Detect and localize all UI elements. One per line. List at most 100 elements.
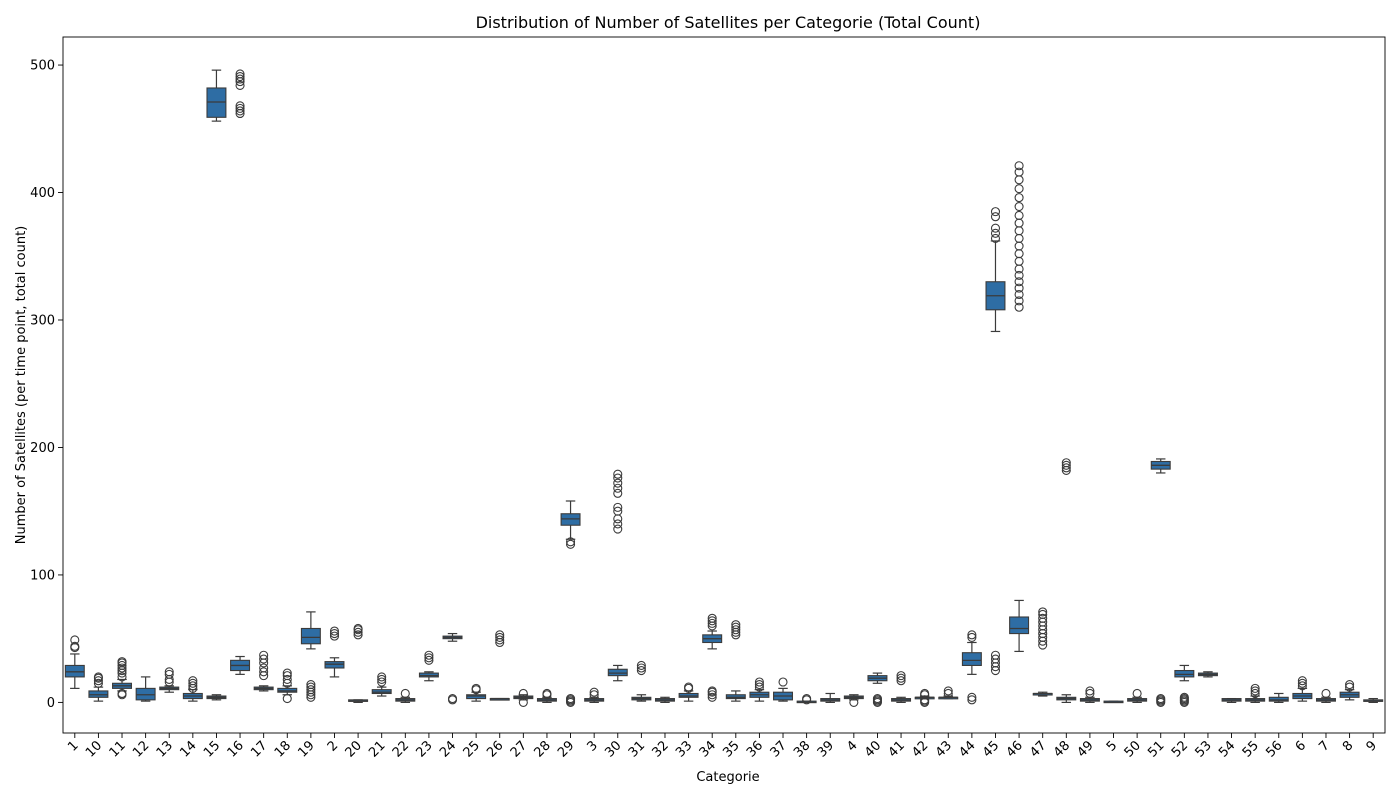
box-group [64, 635, 85, 689]
outlier-point [117, 672, 127, 682]
outlier-point [353, 623, 363, 634]
outlier-point [566, 694, 576, 704]
outlier-point [1085, 688, 1095, 699]
outlier-point [920, 695, 930, 705]
outlier-point [1038, 613, 1048, 623]
outlier-point [990, 212, 1001, 222]
box-group [725, 620, 746, 702]
outlier-point [707, 692, 717, 702]
outlier-point [990, 207, 1001, 217]
outlier-point [235, 69, 245, 79]
x-tick-label: 51 [1145, 738, 1167, 760]
outlier-point [1014, 270, 1024, 280]
x-tick-label: 49 [1074, 738, 1096, 760]
outlier-point [235, 106, 245, 116]
x-tick-label: 42 [909, 738, 931, 760]
outlier-point [1014, 249, 1024, 259]
box-group [182, 676, 203, 702]
outlier-point [542, 688, 552, 699]
x-tick-label: 45 [980, 738, 1002, 760]
outlier-point [967, 692, 977, 702]
outlier-point [353, 630, 363, 640]
x-tick-label: 38 [791, 738, 813, 760]
outlier-point [731, 620, 741, 630]
outlier-point [589, 687, 599, 697]
box-group [230, 655, 251, 675]
x-tick-label: 50 [1122, 738, 1144, 760]
x-axis-title: Categorie [696, 770, 759, 785]
outlier-point [896, 676, 906, 686]
x-tick-label: 34 [697, 738, 719, 760]
outlier-point [235, 103, 245, 113]
box-group [1197, 671, 1218, 678]
outlier-point [636, 665, 646, 676]
outlier-point [943, 688, 953, 699]
outlier-point [188, 676, 198, 686]
x-tick-label: 24 [437, 738, 459, 760]
box-group [206, 694, 227, 701]
outlier-point [377, 674, 387, 685]
box-group [418, 650, 439, 682]
box-group [1103, 700, 1124, 704]
outlier-point [188, 681, 198, 691]
outlier-point [1061, 458, 1071, 468]
x-tick-label: 44 [956, 738, 978, 760]
y-tick-label: 200 [30, 441, 55, 456]
box-group [749, 677, 770, 702]
outlier-point [613, 514, 623, 524]
box-group [773, 677, 794, 702]
outlier-point [778, 677, 788, 687]
outlier-point [282, 694, 292, 704]
box-group [607, 469, 628, 682]
outlier-point [1014, 233, 1024, 243]
x-tick-label: 40 [862, 738, 884, 760]
x-tick-label: 15 [201, 738, 223, 760]
x-tick-label: 20 [343, 738, 365, 760]
outlier-point [613, 483, 623, 493]
x-tick-label: 25 [461, 738, 483, 760]
outlier-point [707, 613, 717, 623]
x-tick-label: 23 [413, 738, 435, 760]
outlier-point [1014, 289, 1024, 300]
outlier-point [377, 672, 387, 682]
boxes-layer [64, 69, 1384, 707]
box-group [702, 613, 723, 702]
outlier-point [329, 626, 340, 636]
outlier-point [1345, 680, 1355, 690]
box-group [371, 672, 392, 697]
outlier-point [93, 676, 103, 686]
box-group [1292, 676, 1313, 702]
x-tick-label: 33 [673, 738, 695, 760]
outlier-point [424, 655, 434, 665]
outlier-point [1250, 686, 1260, 696]
box-group [1009, 161, 1030, 653]
plot-frame [62, 36, 1386, 734]
box-group [1056, 458, 1077, 704]
x-tick-label: 26 [484, 738, 506, 760]
outlier-point [1156, 694, 1166, 704]
x-tick-label: 13 [154, 738, 176, 760]
box-group [654, 696, 675, 704]
outlier-point [1250, 688, 1260, 699]
outlier-point [93, 678, 103, 688]
box-group [159, 667, 180, 693]
outlier-point [967, 630, 977, 640]
outlier-point [613, 524, 623, 534]
outlier-point [1014, 193, 1024, 203]
box-group [348, 623, 369, 704]
box-group [442, 632, 463, 705]
outlier-point [70, 635, 80, 645]
box-body [300, 627, 321, 645]
box-group [1032, 607, 1053, 697]
outlier-point [943, 686, 953, 696]
outlier-point [235, 74, 245, 84]
outlier-point [1014, 283, 1024, 293]
y-tick-label: 300 [30, 313, 55, 328]
outlier-point [754, 682, 764, 692]
outlier-point [93, 672, 103, 682]
outlier-point [471, 683, 481, 693]
box-group [891, 671, 912, 704]
outlier-point [1014, 184, 1024, 194]
box-group [395, 688, 416, 704]
